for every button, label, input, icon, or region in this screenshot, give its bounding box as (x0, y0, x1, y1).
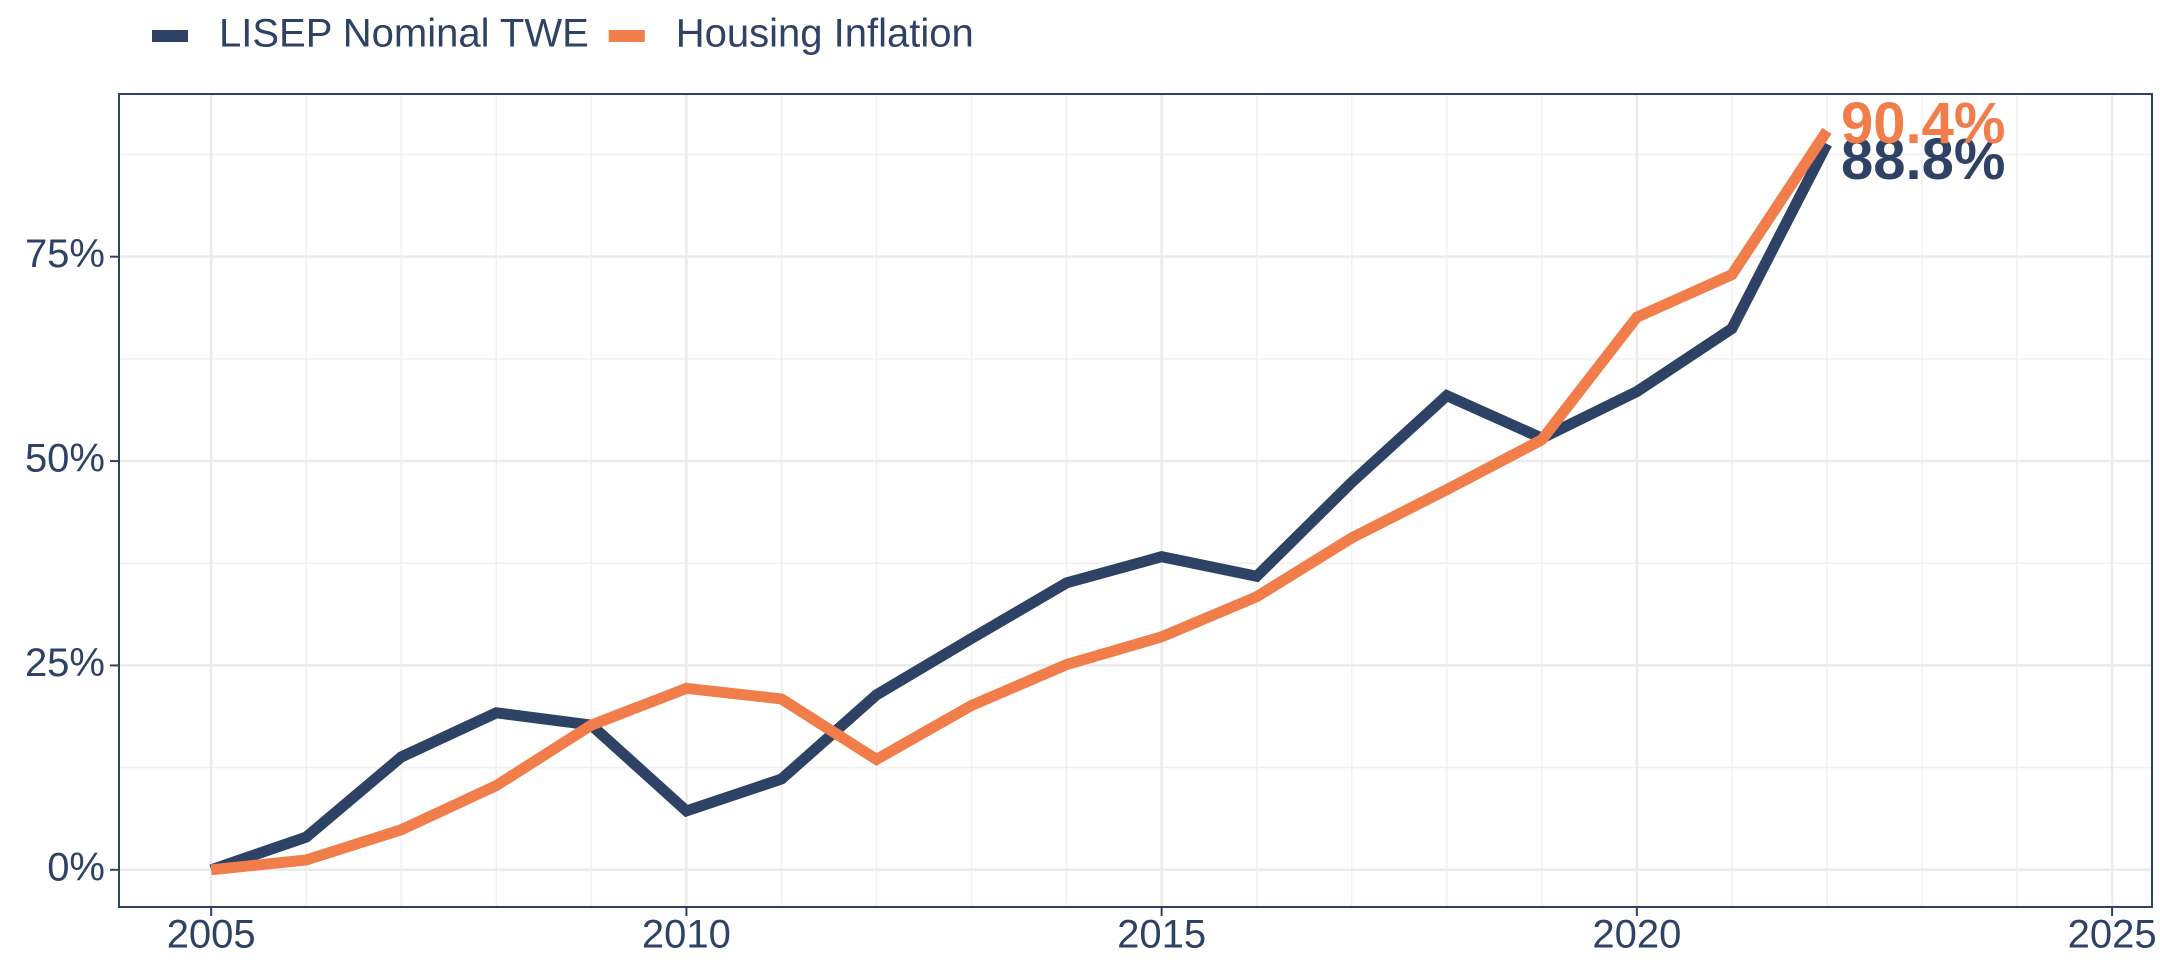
value-label: 90.4% (1841, 91, 2005, 156)
y-tick-label: 25% (25, 641, 105, 685)
y-tick-label: 50% (25, 437, 105, 481)
legend-label: Housing Inflation (676, 12, 974, 56)
value-label: 88.8% (1841, 127, 2005, 192)
legend-swatch (608, 30, 645, 42)
legend-label: LISEP Nominal TWE (219, 12, 589, 56)
line (210, 127, 1832, 876)
x-tick-label: 2015 (1117, 913, 1206, 957)
x-tick-label: 2020 (1592, 913, 1681, 957)
x-tick-label: 2010 (642, 913, 731, 957)
line (209, 141, 1832, 876)
y-tick-label: 0% (47, 845, 105, 889)
y-tick-label: 75% (25, 232, 105, 276)
plot-border (118, 93, 2153, 908)
x-tick-label: 2025 (2068, 913, 2157, 957)
legend-swatch (152, 30, 188, 42)
x-tick-label: 2005 (167, 913, 256, 957)
